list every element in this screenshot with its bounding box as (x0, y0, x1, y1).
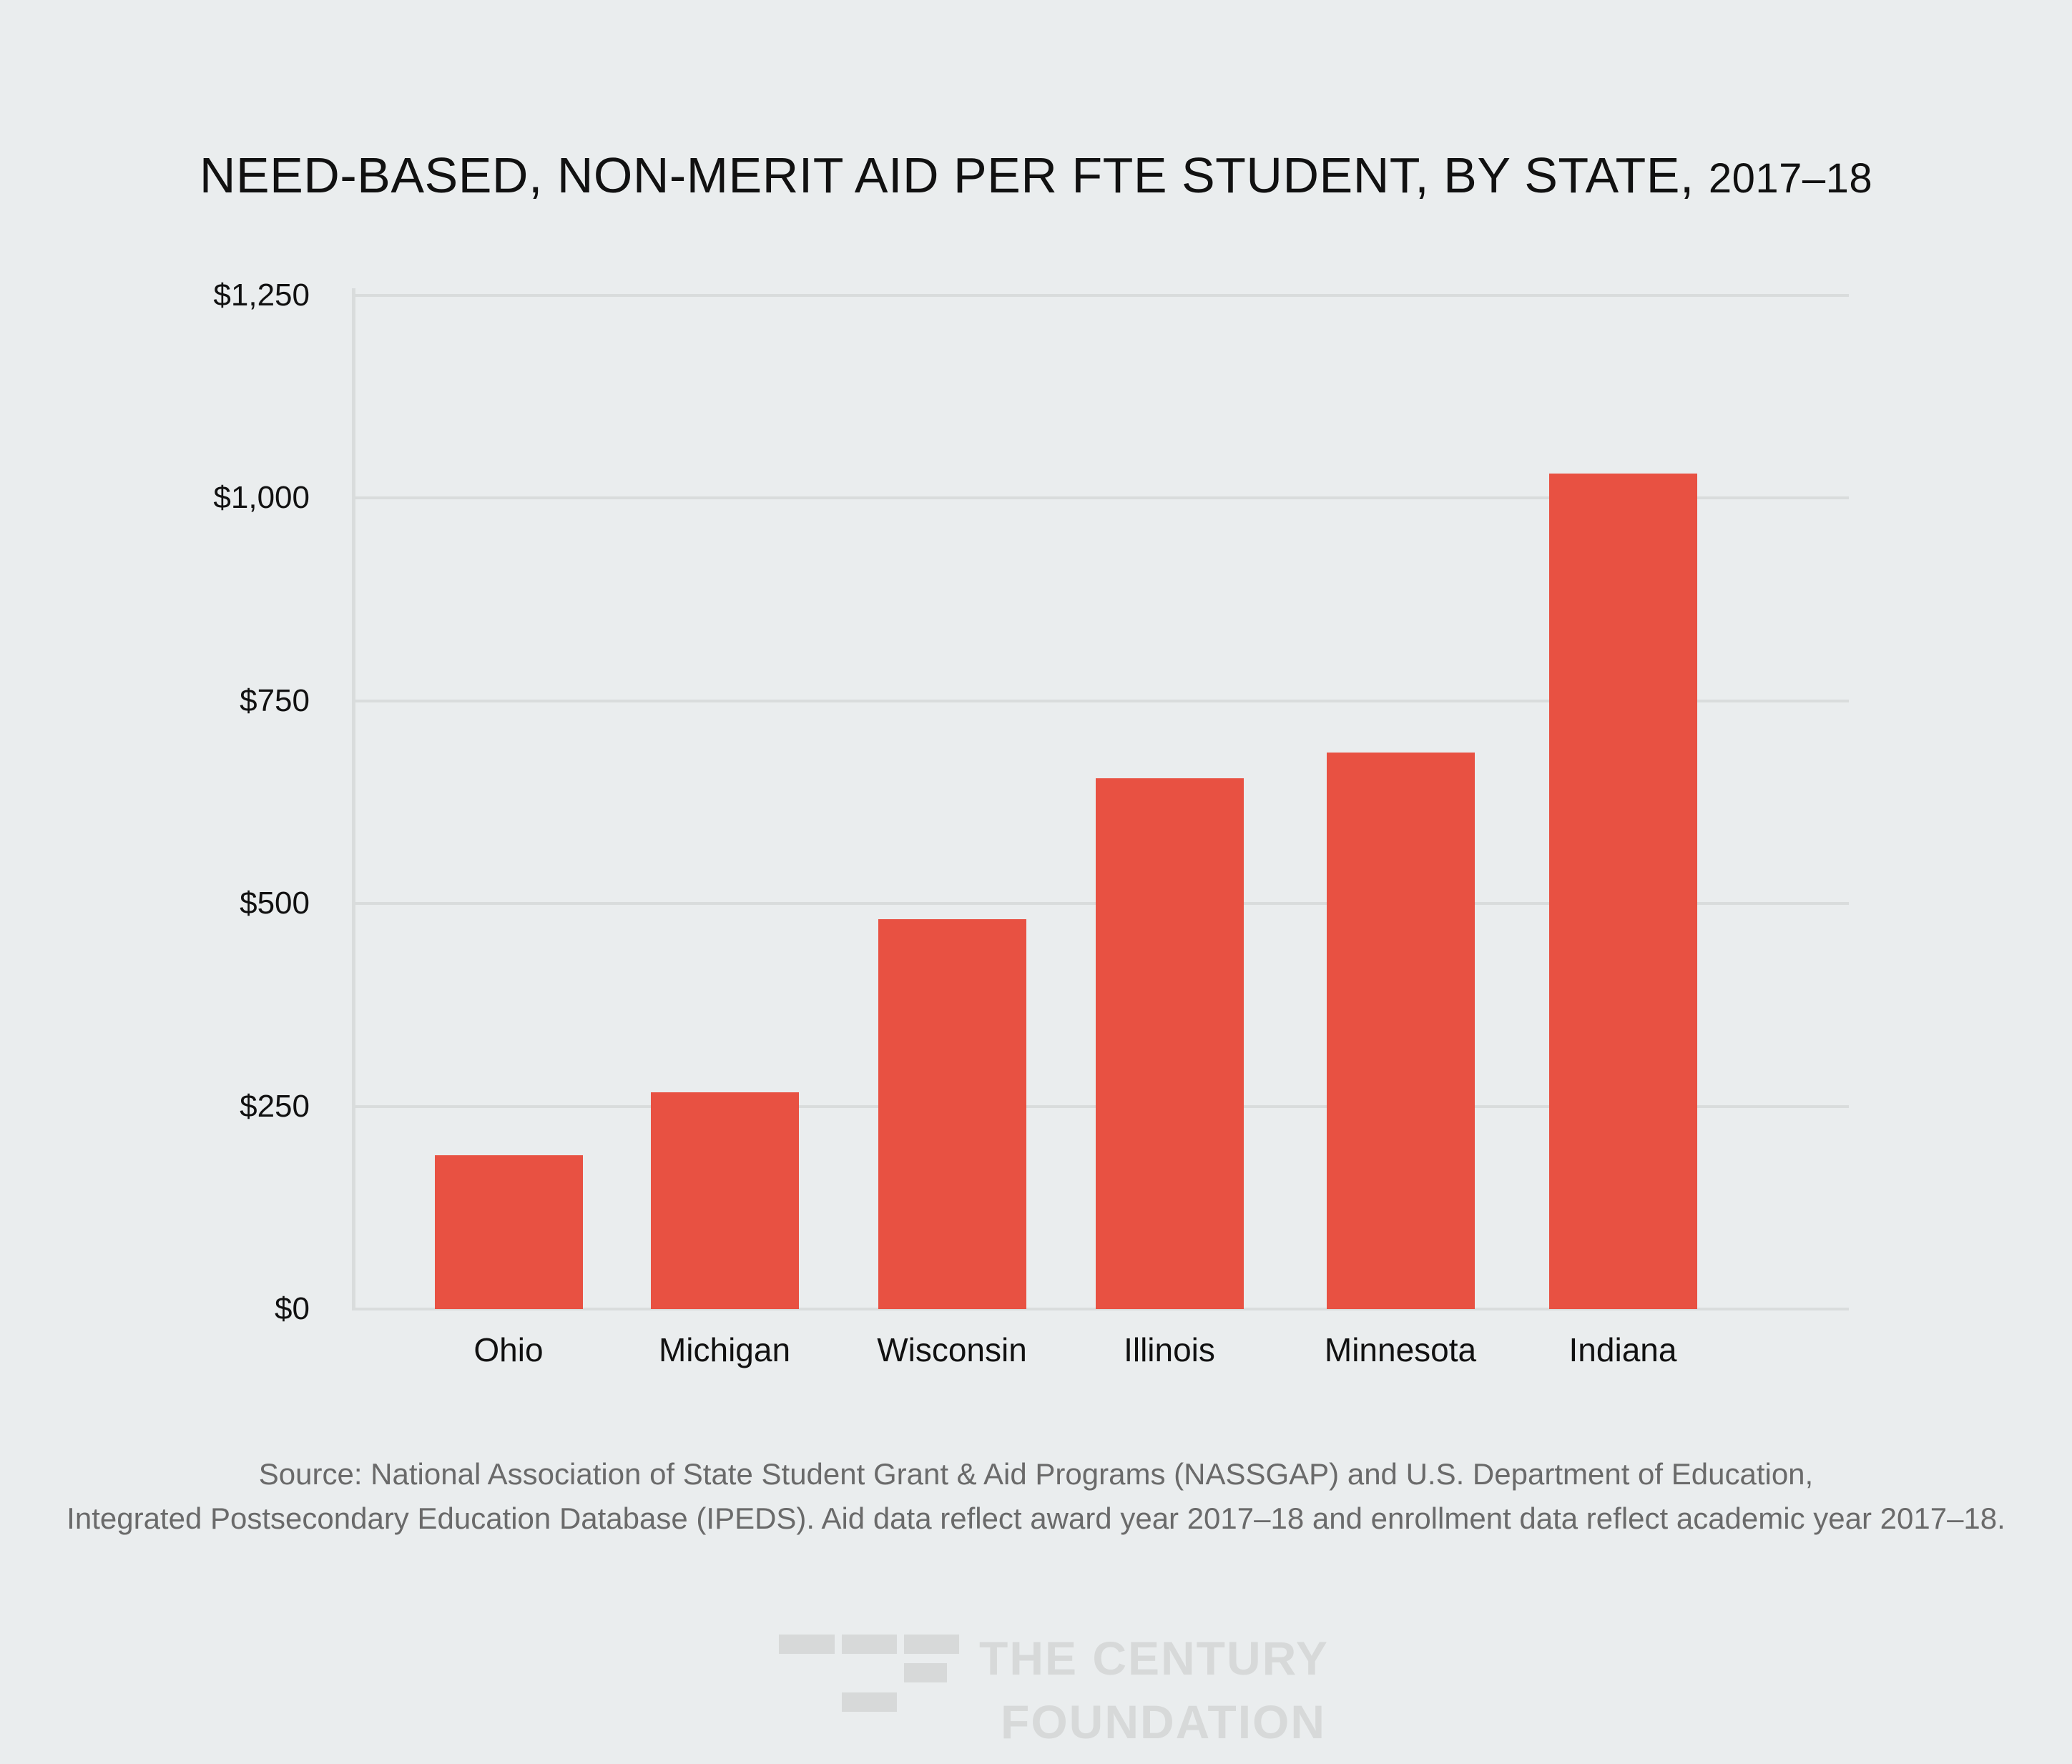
x-tick-label: Ohio (473, 1331, 544, 1368)
logo-mark-bar (904, 1635, 959, 1654)
logo-text-line-2: FOUNDATION (1001, 1695, 1327, 1748)
y-tick-label: $1,000 (213, 480, 310, 516)
y-tick-label: $750 (240, 682, 310, 718)
y-tick-label: $250 (240, 1088, 310, 1124)
bar-minnesota (1327, 753, 1475, 1309)
logo-mark-bar (904, 1663, 947, 1682)
century-foundation-logo: THE CENTURY FOUNDATION (779, 1635, 1327, 1749)
chart-title: NEED-BASED, NON-MERIT AID PER FTE STUDEN… (0, 147, 2072, 204)
chart-title-year: 2017–18 (1708, 155, 1873, 202)
logo-mark-bar (779, 1635, 835, 1654)
bar-illinois (1096, 778, 1244, 1309)
x-tick-label: Wisconsin (877, 1331, 1027, 1368)
x-tick-label: Minnesota (1324, 1331, 1477, 1368)
x-tick-label: Indiana (1568, 1331, 1677, 1368)
logo-mark-bar (842, 1692, 897, 1712)
gridline (354, 699, 1849, 702)
logo-mark-bar (842, 1635, 897, 1654)
gridline (354, 496, 1849, 500)
source-note: Source: National Association of State St… (0, 1452, 2072, 1541)
y-tick-label: $500 (240, 886, 310, 921)
bar-michigan (651, 1092, 799, 1309)
bar-wisconsin (878, 918, 1026, 1309)
gridline (354, 294, 1849, 297)
x-tick-label: Michigan (658, 1331, 791, 1368)
bar-indiana (1549, 474, 1697, 1309)
chart-title-main: NEED-BASED, NON-MERIT AID PER FTE STUDEN… (199, 147, 1694, 203)
y-tick-label: $0 (275, 1291, 310, 1326)
source-line-1: Source: National Association of State St… (258, 1457, 1814, 1491)
bar-ohio (435, 1155, 583, 1309)
y-tick-label: $1,250 (213, 278, 310, 313)
plot-area: $0 $250 $500 $750 $1,000 $1,250 (213, 278, 1849, 1326)
source-line-2: Integrated Postsecondary Education Datab… (67, 1501, 2005, 1535)
y-axis-line (352, 288, 355, 1310)
x-tick-label: Illinois (1124, 1331, 1215, 1368)
logo-text-line-1: THE CENTURY (979, 1632, 1329, 1685)
gridline (354, 1308, 1849, 1310)
